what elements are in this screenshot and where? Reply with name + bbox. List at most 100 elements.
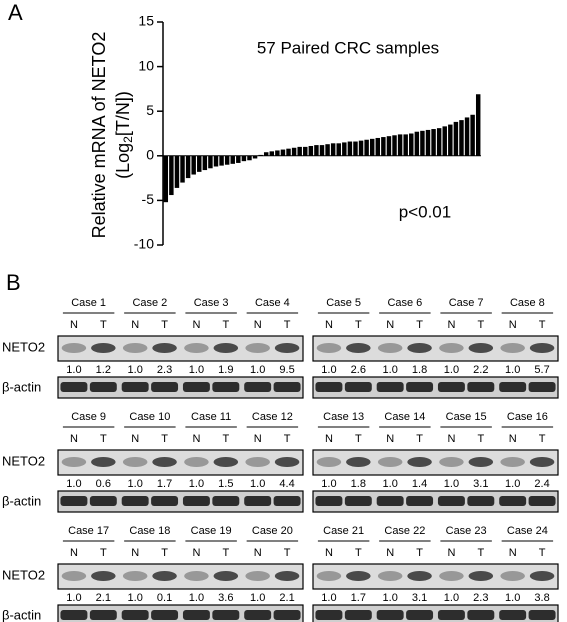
bar [269,151,275,156]
band [91,343,116,353]
band [467,496,495,506]
band [316,571,342,581]
y-label-part: [T/N]) [113,91,133,136]
lane-label: T [477,433,484,445]
band [89,610,117,620]
ratio: 1.0 [321,592,336,604]
band [121,610,149,620]
lane-label: N [70,547,78,559]
band [245,457,270,467]
case-label: Case 24 [507,525,548,537]
bar [191,155,196,175]
bar [442,126,447,156]
band [91,571,116,581]
band [152,457,177,467]
band [122,343,148,353]
lane-label: N [386,433,394,445]
case-label: Case 17 [68,525,109,537]
band [89,496,117,506]
band [437,610,465,620]
lane-label: T [355,433,362,445]
band [184,457,209,467]
ratio: 1.0 [66,478,81,490]
ratio: 1.4 [412,478,427,490]
case-label: Case 10 [129,411,170,423]
band [376,496,404,506]
lane-label: N [70,319,78,331]
band [245,571,270,581]
lane-label: N [70,433,78,445]
bar [353,141,358,156]
bar [303,146,308,156]
lane-label: T [161,319,168,331]
bar [358,140,364,156]
band [244,496,272,506]
ratio: 3.1 [473,478,488,490]
lane-label: N [254,319,262,331]
band [61,343,87,353]
lane-label: N [447,433,455,445]
bar [297,146,302,156]
ratio: 0.1 [157,592,172,604]
band [467,382,495,392]
band [344,496,372,506]
lane-label: N [254,547,262,559]
blot-control [312,490,559,513]
ratio: 1.0 [128,478,143,490]
case-label: Case 16 [507,411,548,423]
case-label: Case 5 [326,297,361,309]
band [316,457,342,467]
bar [459,120,464,156]
bar [319,145,325,156]
lane-label: T [222,547,229,559]
case-label: Case 13 [323,411,364,423]
ratio: 1.0 [321,364,336,376]
row-label: NETO2 [2,339,45,354]
bar [369,138,375,156]
panel-label: B [6,270,21,295]
ratio: 3.6 [218,592,233,604]
band [212,496,240,506]
bar [263,152,269,156]
ratio: 2.4 [534,478,549,490]
ratio: 2.1 [96,592,111,604]
ratio: 1.0 [444,364,459,376]
band [344,610,372,620]
lane-label: T [161,547,168,559]
ratio: 1.0 [189,364,204,376]
band [499,382,527,392]
band [439,571,464,581]
case-label: Case 9 [71,411,106,423]
bar [347,141,353,156]
bar [470,114,475,156]
band [184,571,209,581]
lane-label: N [447,547,455,559]
band [468,571,494,581]
band [406,382,434,392]
band [182,382,210,392]
lane-label: T [100,433,107,445]
band [376,382,404,392]
case-label: Case 22 [384,525,425,537]
lane-label: N [192,433,200,445]
bar [381,137,386,156]
band [212,382,240,392]
y-tick-label: -10 [134,236,154,252]
band [213,457,239,467]
bar [475,94,481,156]
ratio: 1.0 [505,364,520,376]
ratio: 4.4 [279,478,294,490]
band [529,457,555,467]
bar [291,147,297,156]
case-label: Case 12 [252,411,293,423]
ratio: 3.8 [534,592,549,604]
ratio: 1.7 [351,592,366,604]
band [212,610,240,620]
band [500,343,525,353]
lane-label: T [416,319,423,331]
band [467,610,495,620]
band [244,610,272,620]
lane-label: N [325,433,333,445]
band [407,457,432,467]
bar [258,154,263,156]
